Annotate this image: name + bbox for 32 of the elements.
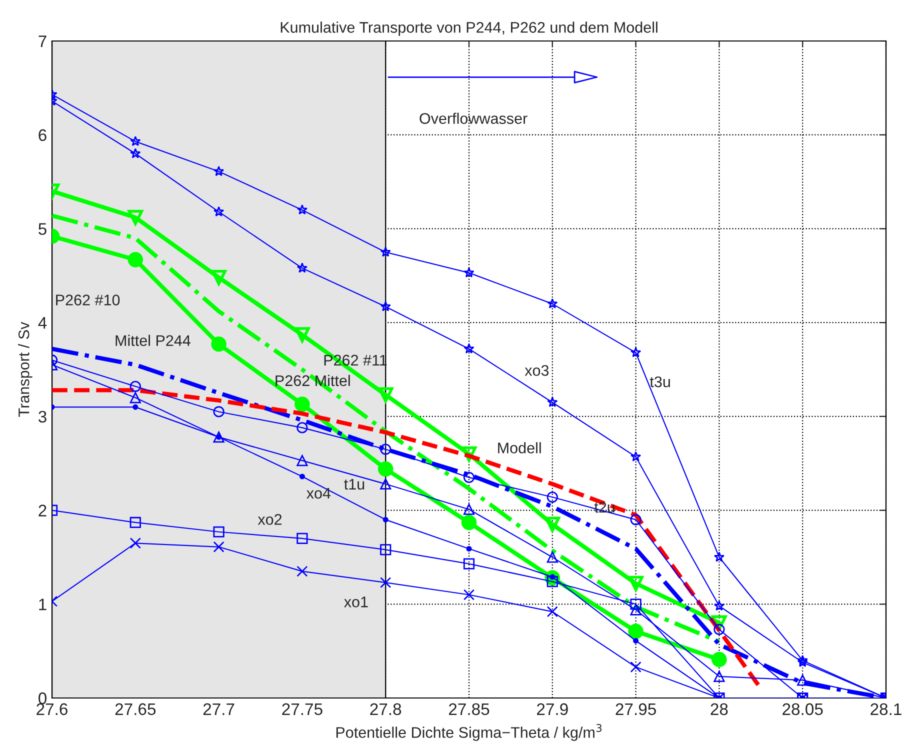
x-tick-label: 27.95 xyxy=(616,703,656,716)
x-axis-title: Potentielle Dichte Sigma−Theta / kg/m$^{3}$ xyxy=(336,724,602,741)
series-label: Mittel P244 xyxy=(116,334,190,346)
series-label: xo3 xyxy=(524,365,549,376)
x-tick-label: 27.7 xyxy=(203,703,234,715)
series-label: Modell xyxy=(498,442,541,454)
x-tick-label: 27.75 xyxy=(282,703,322,716)
series-label: t1u xyxy=(344,478,364,490)
annotation: Overflowwasser xyxy=(420,112,528,124)
y-tick-label: 7 xyxy=(38,36,46,48)
y-axis-title: Transport / Sv xyxy=(18,322,32,417)
x-tick-label: 28.1 xyxy=(870,703,902,716)
y-tick-label: 1 xyxy=(39,598,46,610)
x-tick-label: 28.05 xyxy=(782,703,823,716)
y-tick-label: 3 xyxy=(38,410,46,423)
series-label: xo4 xyxy=(306,488,331,499)
y-tick-label: 6 xyxy=(38,129,46,142)
text: P262 #10 xyxy=(56,294,120,306)
x-tick-label: 27.9 xyxy=(537,703,568,716)
x-tick-label: 27.8 xyxy=(370,703,402,716)
x-tick-label: 28 xyxy=(710,703,728,716)
y-tick-label: 2 xyxy=(38,504,46,516)
series-label: xo1 xyxy=(344,596,368,608)
series-label: xo2 xyxy=(258,514,282,525)
x-tick-label: 27.65 xyxy=(115,703,156,716)
x-tick-label: 27.85 xyxy=(448,703,490,716)
x-tick-label: 27.6 xyxy=(36,703,68,716)
series-label: t3u xyxy=(650,376,670,388)
y-tick-label: 0 xyxy=(38,692,46,704)
y-tick-label: 4 xyxy=(38,317,47,329)
y-tick-label: 5 xyxy=(38,223,46,235)
chart-title: Kumulative Transporte von P244, P262 und dem Modell xyxy=(280,22,658,36)
